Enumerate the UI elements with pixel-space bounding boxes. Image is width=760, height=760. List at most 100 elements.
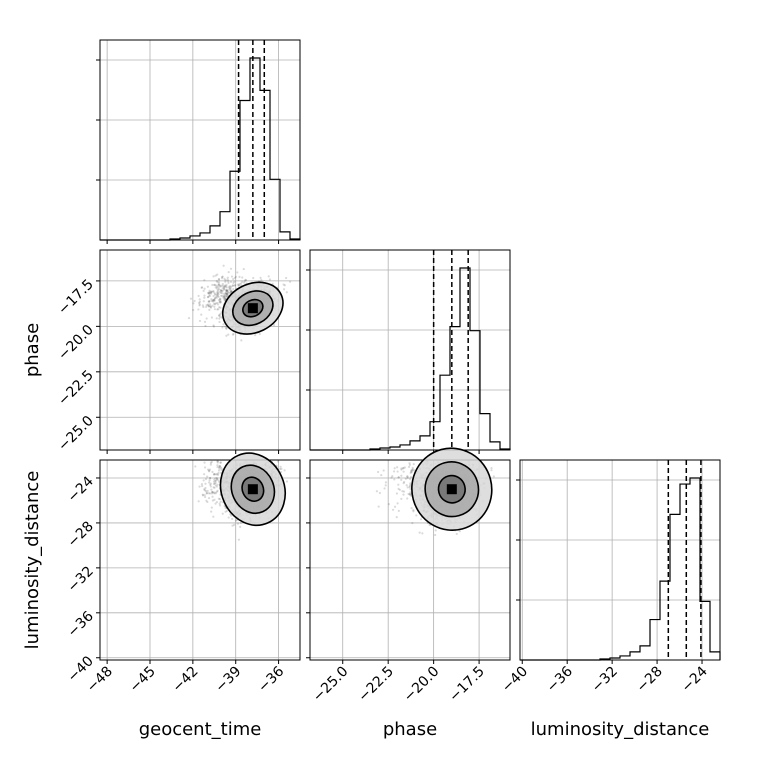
sample-point xyxy=(211,490,214,493)
sample-point xyxy=(243,280,246,283)
sample-point xyxy=(231,524,234,527)
sample-point xyxy=(455,532,458,536)
sample-point xyxy=(285,276,288,280)
sample-point xyxy=(216,460,220,463)
sample-point xyxy=(212,515,215,518)
sample-point xyxy=(205,499,208,502)
sample-point xyxy=(232,287,235,291)
sample-point xyxy=(241,276,244,279)
sample-point xyxy=(194,465,197,468)
histogram-step xyxy=(310,267,511,451)
sample-point xyxy=(224,297,227,301)
sample-point xyxy=(254,334,257,337)
sample-point xyxy=(400,468,403,471)
sample-point xyxy=(207,300,211,303)
sample-point xyxy=(223,297,226,300)
sample-point xyxy=(212,486,215,489)
sample-point xyxy=(217,283,221,286)
sample-point xyxy=(410,470,413,473)
sample-point xyxy=(212,298,216,302)
sample-point xyxy=(223,285,227,288)
sample-point xyxy=(214,492,217,495)
sample-point xyxy=(279,465,282,468)
sample-point xyxy=(225,289,229,293)
sample-point xyxy=(380,474,383,477)
sample-point xyxy=(216,291,219,294)
sample-point xyxy=(213,498,216,501)
sample-point xyxy=(390,476,393,479)
sample-point xyxy=(216,294,219,297)
sample-point xyxy=(397,476,400,479)
sample-point xyxy=(239,521,242,525)
sample-point xyxy=(221,287,224,290)
sample-point xyxy=(220,289,223,292)
sample-point xyxy=(408,485,411,488)
sample-point xyxy=(217,283,220,286)
sample-point xyxy=(223,284,227,287)
sample-point xyxy=(229,287,232,291)
sample-point xyxy=(228,286,231,289)
sample-point xyxy=(219,461,222,464)
sample-point xyxy=(220,468,223,471)
sample-point xyxy=(218,314,221,317)
sample-point xyxy=(411,468,414,471)
sample-point xyxy=(220,277,224,280)
sample-point xyxy=(400,497,403,500)
sample-point xyxy=(211,491,214,494)
sample-point xyxy=(201,286,204,289)
sample-point xyxy=(213,473,216,476)
sample-point xyxy=(239,282,243,285)
sample-point xyxy=(226,292,229,296)
sample-point xyxy=(207,292,210,295)
sample-point xyxy=(210,290,213,293)
sample-point xyxy=(219,297,222,300)
sample-point xyxy=(244,279,248,282)
sample-point xyxy=(227,281,230,285)
sample-point xyxy=(207,295,210,299)
sample-point xyxy=(212,302,216,305)
sample-point xyxy=(231,517,234,520)
sample-point xyxy=(229,285,232,288)
sample-point xyxy=(192,308,195,312)
sample-point xyxy=(383,487,386,490)
sample-point xyxy=(209,463,212,466)
sample-point xyxy=(208,294,211,298)
sample-point xyxy=(418,531,421,534)
sample-point xyxy=(205,303,208,307)
sample-point xyxy=(198,304,201,307)
sample-point xyxy=(215,485,219,488)
sample-point xyxy=(228,288,231,291)
sample-point xyxy=(229,289,232,293)
sample-point xyxy=(206,295,210,299)
sample-point xyxy=(216,308,219,311)
sample-point xyxy=(205,492,208,495)
sample-point xyxy=(211,495,214,498)
sample-point xyxy=(219,301,222,304)
panel-frame xyxy=(99,39,301,241)
sample-point xyxy=(402,482,405,485)
sample-point xyxy=(231,333,235,336)
sample-point xyxy=(402,490,406,493)
sample-point xyxy=(252,276,255,280)
sample-point xyxy=(214,479,217,483)
sample-point xyxy=(268,278,272,281)
sample-point xyxy=(223,296,227,299)
sample-point xyxy=(234,275,238,278)
sample-point xyxy=(211,470,214,474)
sample-point xyxy=(211,491,214,494)
sample-point xyxy=(216,483,219,486)
sample-point xyxy=(229,280,233,284)
sample-point xyxy=(212,324,215,327)
sample-point xyxy=(375,490,379,493)
sample-point xyxy=(223,294,226,297)
sample-point xyxy=(227,516,230,519)
sample-point xyxy=(210,492,213,495)
sample-point xyxy=(216,285,219,288)
panel-frame xyxy=(99,459,301,661)
sample-point xyxy=(204,324,207,328)
sample-point xyxy=(218,317,221,320)
sample-point xyxy=(210,506,213,509)
sample-point xyxy=(232,523,236,526)
sample-point xyxy=(207,292,211,295)
